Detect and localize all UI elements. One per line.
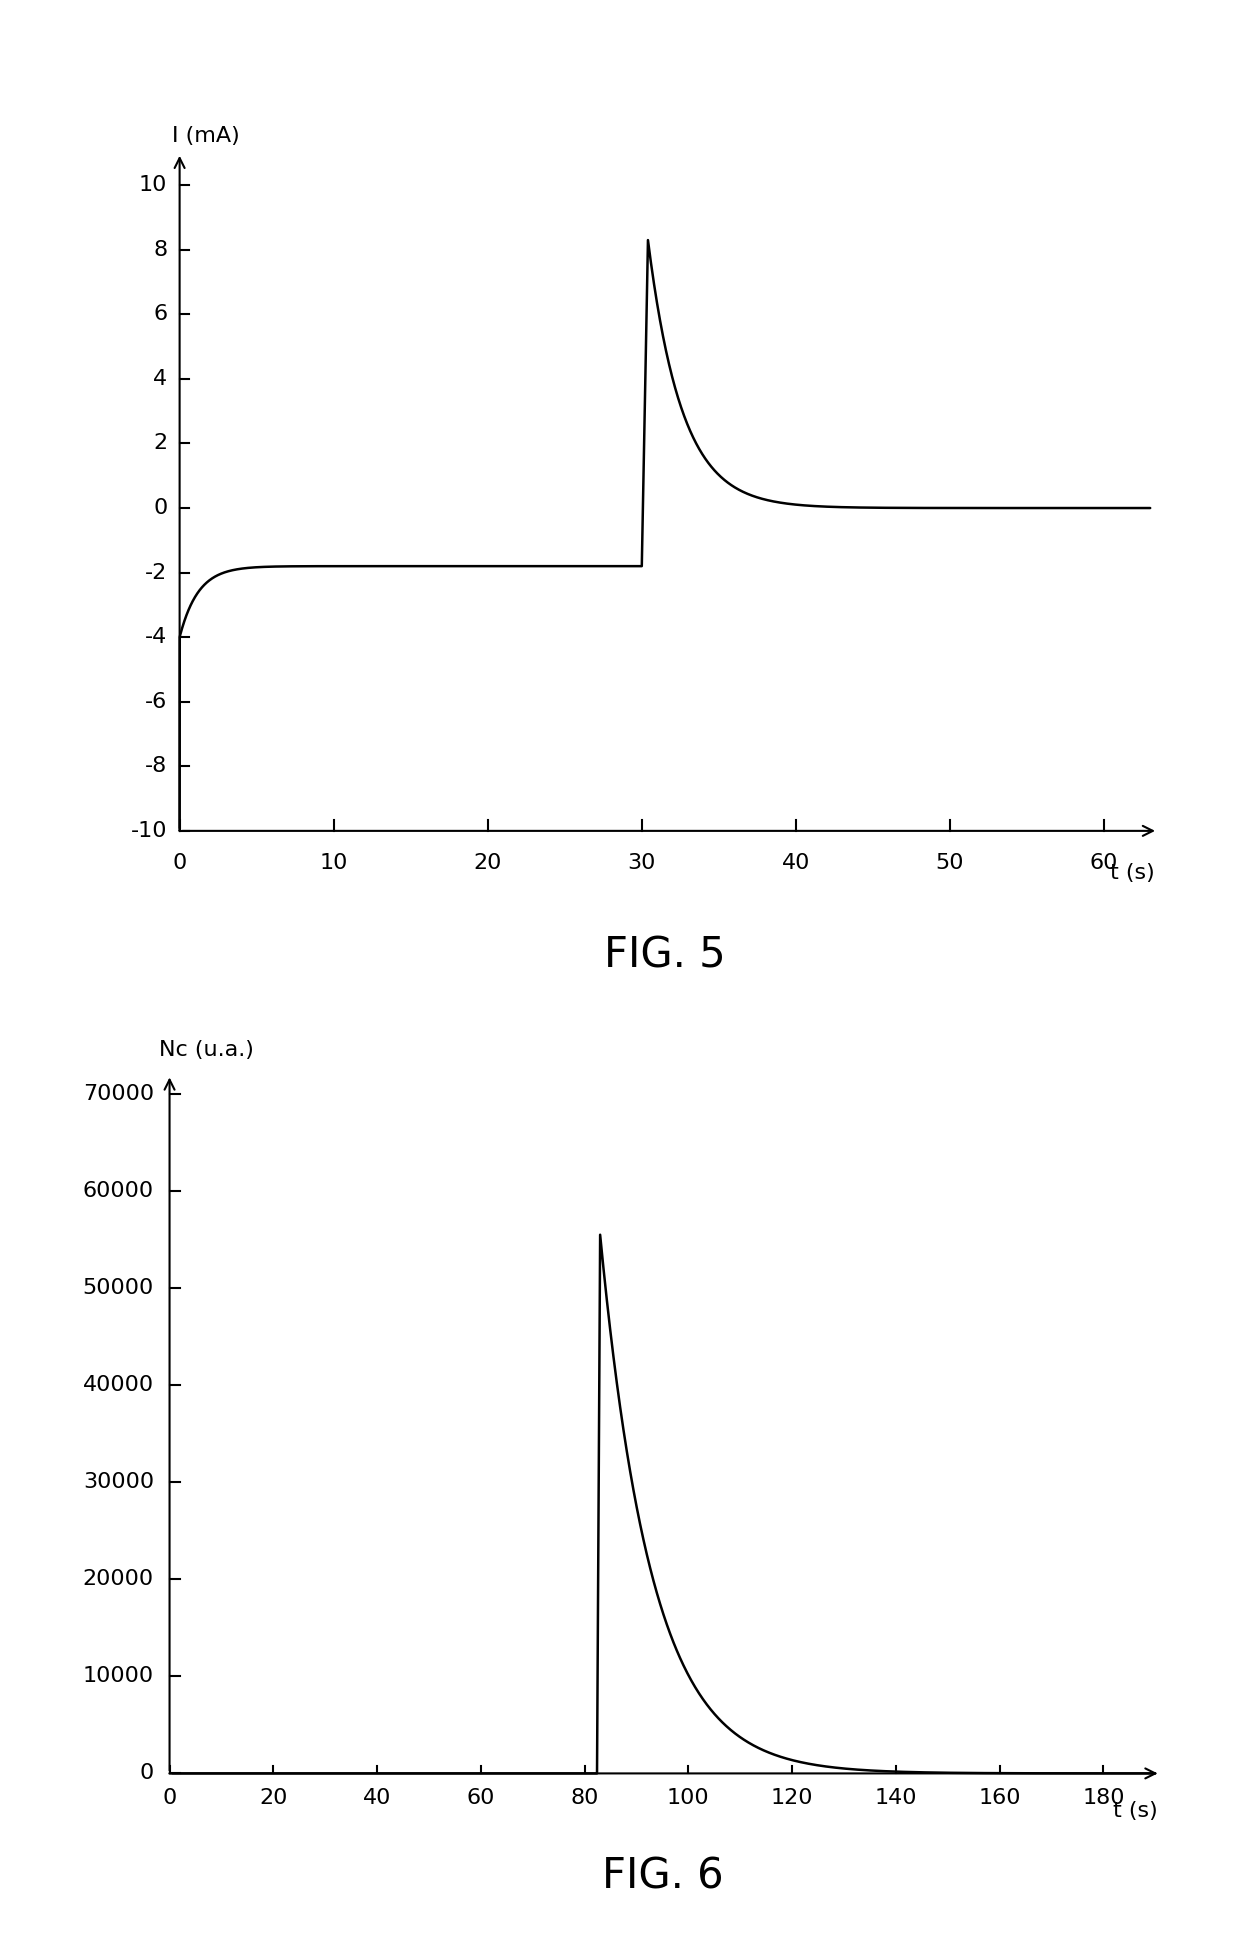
Text: -2: -2: [145, 563, 167, 582]
Text: t (s): t (s): [1110, 864, 1154, 883]
Text: 4: 4: [154, 369, 167, 389]
Text: 40: 40: [363, 1788, 392, 1807]
Text: 50: 50: [936, 854, 965, 873]
Text: t (s): t (s): [1114, 1800, 1158, 1821]
Text: I (mA): I (mA): [172, 127, 239, 147]
Text: 20: 20: [474, 854, 502, 873]
Text: 40: 40: [781, 854, 810, 873]
Text: 10: 10: [139, 176, 167, 195]
Text: 180: 180: [1083, 1788, 1125, 1807]
Text: 100: 100: [667, 1788, 709, 1807]
Text: 120: 120: [771, 1788, 813, 1807]
Text: 10: 10: [320, 854, 348, 873]
Text: Nc (u.a.): Nc (u.a.): [159, 1040, 254, 1059]
Text: -8: -8: [145, 756, 167, 776]
Text: 10000: 10000: [83, 1667, 154, 1686]
Text: 70000: 70000: [83, 1084, 154, 1104]
Text: 20000: 20000: [83, 1569, 154, 1589]
Text: 0: 0: [153, 498, 167, 518]
Text: 0: 0: [140, 1763, 154, 1784]
Text: FIG. 6: FIG. 6: [601, 1856, 723, 1897]
Text: 0: 0: [162, 1788, 176, 1807]
Text: -4: -4: [145, 627, 167, 647]
Text: 60: 60: [466, 1788, 495, 1807]
Text: 160: 160: [978, 1788, 1021, 1807]
Text: 30000: 30000: [83, 1471, 154, 1493]
Text: -6: -6: [145, 692, 167, 711]
Text: 50000: 50000: [83, 1278, 154, 1297]
Text: 40000: 40000: [83, 1376, 154, 1395]
Text: 0: 0: [172, 854, 187, 873]
Text: FIG. 5: FIG. 5: [604, 934, 725, 977]
Text: 30: 30: [627, 854, 656, 873]
Text: 2: 2: [154, 434, 167, 453]
Text: 80: 80: [570, 1788, 599, 1807]
Text: 20: 20: [259, 1788, 288, 1807]
Text: 60000: 60000: [83, 1180, 154, 1202]
Text: 8: 8: [154, 240, 167, 260]
Text: 6: 6: [154, 305, 167, 324]
Text: -10: -10: [130, 821, 167, 840]
Text: 140: 140: [874, 1788, 918, 1807]
Text: 60: 60: [1090, 854, 1118, 873]
